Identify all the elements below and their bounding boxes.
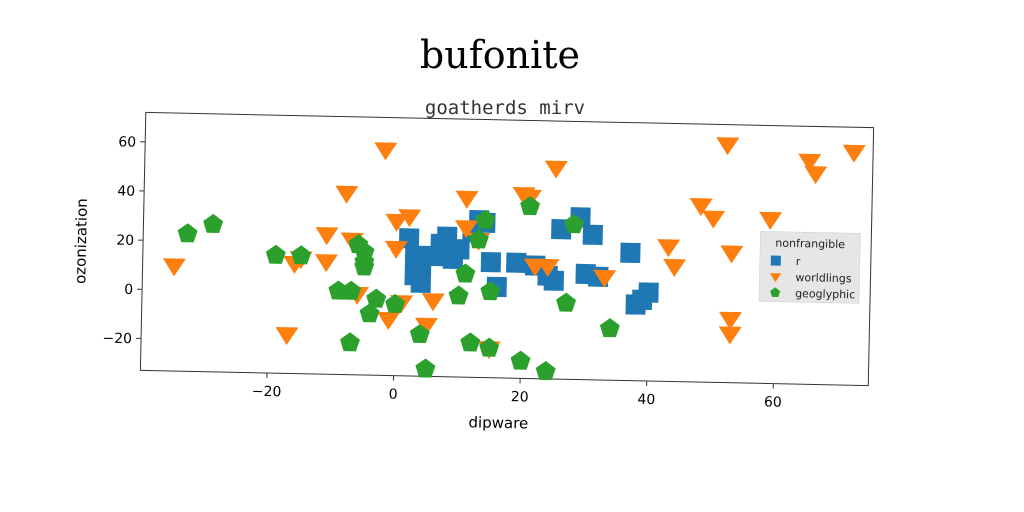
- data-point-worldlings: [657, 239, 681, 258]
- data-point-geoglyphic: [448, 285, 469, 305]
- y-tick-label: 60: [118, 134, 136, 150]
- y-axis-label: ozonization: [71, 198, 91, 284]
- data-point-worldlings: [421, 293, 445, 312]
- data-point-worldlings: [454, 220, 478, 239]
- data-point-r: [480, 251, 502, 273]
- data-point-worldlings: [455, 190, 479, 209]
- data-point-worldlings: [702, 210, 726, 229]
- plot-area-frame: [139, 111, 875, 387]
- data-point-geoglyphic: [455, 263, 476, 283]
- data-point-geoglyphic: [480, 281, 501, 301]
- data-point-worldlings: [384, 240, 408, 259]
- data-point-worldlings: [689, 198, 713, 217]
- data-point-r: [543, 270, 565, 291]
- data-point-worldlings: [798, 153, 822, 172]
- data-point-worldlings: [536, 258, 560, 277]
- data-point-geoglyphic: [460, 332, 481, 352]
- data-point-r: [506, 252, 527, 273]
- data-point-geoglyphic: [291, 245, 312, 265]
- y-tick-label: −20: [102, 331, 132, 348]
- data-point-worldlings: [720, 245, 744, 264]
- data-point-worldlings: [544, 160, 568, 179]
- legend-box: [758, 231, 861, 304]
- data-point-worldlings: [398, 209, 422, 228]
- data-point-worldlings: [718, 326, 742, 345]
- data-point-geoglyphic: [415, 358, 436, 378]
- data-point-geoglyphic: [340, 332, 360, 352]
- data-point-worldlings: [414, 317, 438, 336]
- data-point-worldlings: [842, 144, 866, 163]
- data-point-geoglyphic: [479, 337, 500, 357]
- y-tick-label: 20: [116, 233, 134, 249]
- x-tick-label: 20: [511, 389, 529, 405]
- data-point-geoglyphic: [341, 280, 362, 300]
- data-point-geoglyphic: [599, 318, 620, 338]
- chart-subtitle: goatherds mirv: [425, 97, 585, 119]
- data-point-r: [638, 282, 659, 303]
- data-point-worldlings: [314, 254, 338, 273]
- data-point-worldlings: [335, 185, 359, 204]
- data-point-r: [410, 272, 432, 294]
- data-point-r: [620, 242, 641, 264]
- x-tick-label: 40: [637, 392, 655, 408]
- y-tick-label: 0: [124, 282, 133, 298]
- data-point-worldlings: [718, 311, 742, 330]
- data-point-worldlings: [374, 142, 398, 161]
- data-point-worldlings: [804, 166, 828, 185]
- data-point-geoglyphic: [556, 292, 577, 312]
- x-tick-label: 60: [764, 394, 782, 410]
- data-point-geoglyphic: [409, 323, 430, 344]
- data-point-geoglyphic: [203, 213, 224, 234]
- data-point-geoglyphic: [520, 195, 541, 216]
- data-point-geoglyphic: [366, 288, 387, 308]
- data-point-worldlings: [377, 311, 401, 330]
- data-point-worldlings: [663, 258, 687, 277]
- data-point-r: [582, 224, 604, 246]
- x-tick-label: −20: [252, 384, 282, 401]
- data-point-worldlings: [759, 211, 783, 230]
- data-point-worldlings: [315, 227, 339, 246]
- data-point-geoglyphic: [475, 209, 496, 229]
- x-tick-label: 0: [389, 387, 398, 403]
- data-point-geoglyphic: [468, 229, 489, 249]
- data-point-worldlings: [385, 213, 409, 232]
- data-point-geoglyphic: [510, 350, 531, 370]
- data-point-geoglyphic: [564, 214, 585, 234]
- data-point-geoglyphic: [265, 244, 286, 264]
- legend-marker-geoglyphic: [770, 287, 781, 297]
- data-point-geoglyphic: [177, 223, 198, 243]
- x-axis-label: dipware: [468, 413, 528, 432]
- data-point-geoglyphic: [359, 303, 380, 323]
- data-point-geoglyphic: [535, 360, 556, 381]
- data-point-worldlings: [593, 269, 617, 288]
- legend-title: nonfrangible: [775, 237, 845, 251]
- chart-title: bufonite: [420, 33, 580, 77]
- data-point-worldlings: [275, 326, 299, 346]
- legend-marker-worldlings: [769, 273, 782, 283]
- y-tick-label: 40: [117, 183, 135, 199]
- data-point-worldlings: [716, 137, 740, 156]
- data-point-geoglyphic: [354, 256, 375, 276]
- legend: nonfrangible r worldlings geoglyphic: [758, 231, 861, 304]
- data-point-geoglyphic: [385, 293, 406, 314]
- legend-marker-r: [770, 255, 781, 266]
- legend-label: geoglyphic: [795, 287, 855, 301]
- legend-label: worldlings: [795, 271, 852, 285]
- data-point-worldlings: [162, 258, 186, 277]
- legend-label: r: [796, 255, 801, 268]
- data-point-r: [449, 239, 470, 260]
